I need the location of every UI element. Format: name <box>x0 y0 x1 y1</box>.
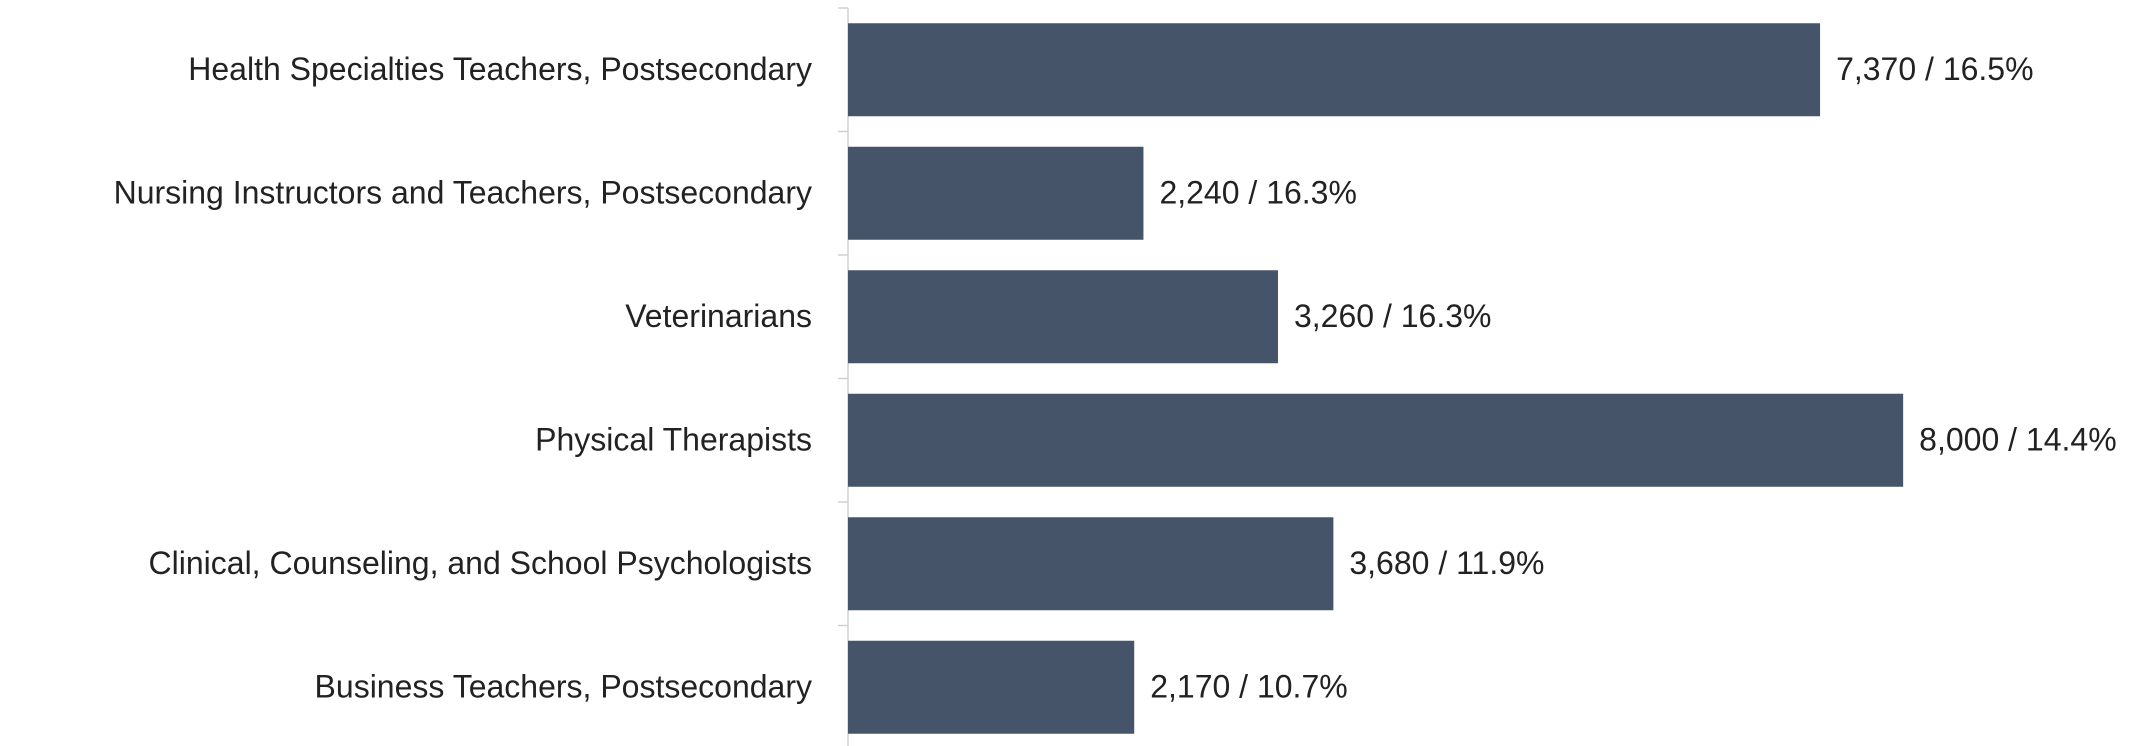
bar <box>848 146 1144 240</box>
value-label: 7,370 / 16.5% <box>1836 51 2033 87</box>
bar <box>848 393 1904 487</box>
category-label: Business Teachers, Postsecondary <box>315 669 812 705</box>
bar <box>848 270 1278 364</box>
bar <box>848 640 1135 734</box>
value-label: 3,260 / 16.3% <box>1294 298 1491 334</box>
value-label: 3,680 / 11.9% <box>1349 545 1544 581</box>
category-label: Physical Therapists <box>535 422 812 458</box>
category-label: Clinical, Counseling, and School Psychol… <box>149 545 812 581</box>
bar <box>848 517 1334 611</box>
value-label: 8,000 / 14.4% <box>1919 422 2116 458</box>
category-label: Health Specialties Teachers, Postseconda… <box>188 51 812 87</box>
value-label: 2,240 / 16.3% <box>1159 175 1356 211</box>
category-label: Veterinarians <box>625 298 812 334</box>
category-label: Nursing Instructors and Teachers, Postse… <box>114 175 812 211</box>
value-label: 2,170 / 10.7% <box>1150 669 1347 705</box>
bar <box>848 23 1821 117</box>
